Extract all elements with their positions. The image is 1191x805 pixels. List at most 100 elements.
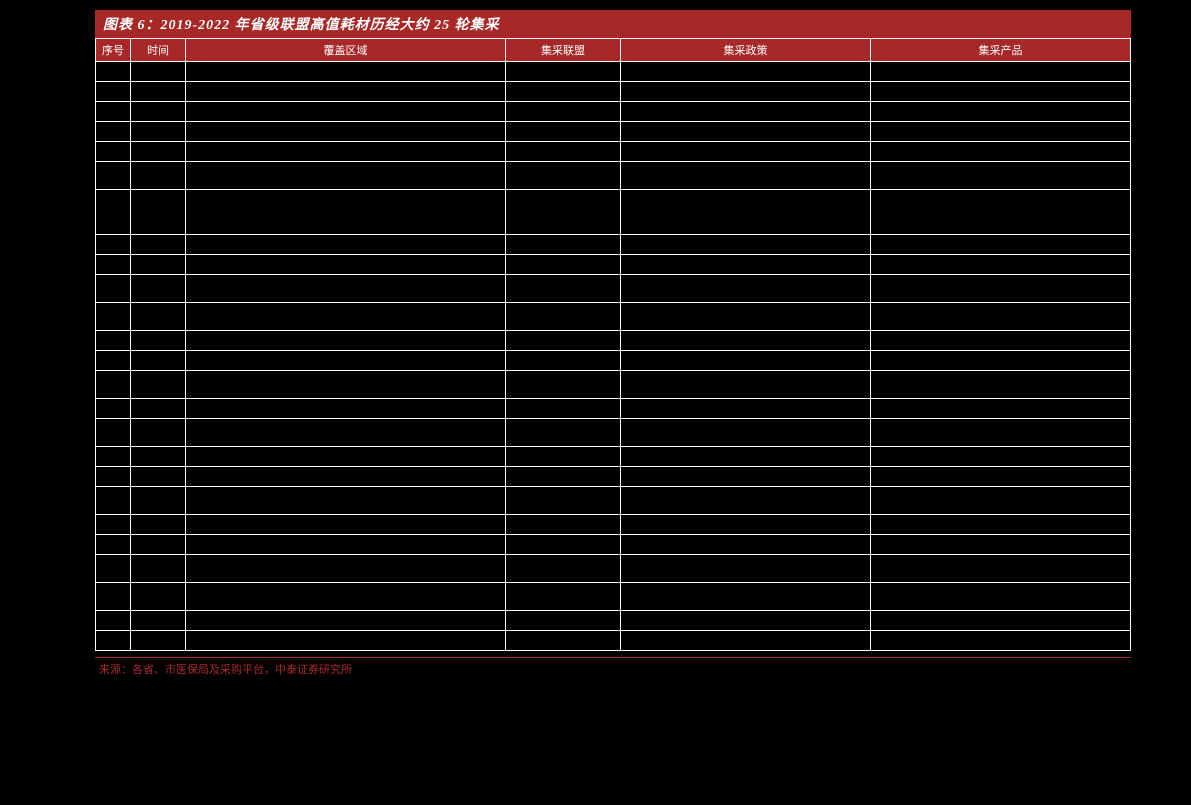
table-cell <box>621 631 871 651</box>
table-cell <box>131 303 186 331</box>
table-cell <box>871 351 1131 371</box>
table-cell <box>131 555 186 583</box>
table-cell <box>506 515 621 535</box>
table-cell <box>871 611 1131 631</box>
table-cell <box>621 102 871 122</box>
table-row <box>96 467 1131 487</box>
table-cell <box>131 122 186 142</box>
table-cell <box>186 515 506 535</box>
table-cell <box>506 467 621 487</box>
table-cell <box>506 303 621 331</box>
table-cell <box>96 447 131 467</box>
table-cell <box>506 447 621 467</box>
header-time: 时间 <box>131 39 186 62</box>
table-cell <box>96 583 131 611</box>
table-cell <box>871 583 1131 611</box>
table-cell <box>506 351 621 371</box>
table-cell <box>186 190 506 235</box>
table-cell <box>96 102 131 122</box>
table-cell <box>131 583 186 611</box>
table-row <box>96 102 1131 122</box>
table-row <box>96 555 1131 583</box>
table-cell <box>871 467 1131 487</box>
table-row <box>96 515 1131 535</box>
table-cell <box>621 255 871 275</box>
table-cell <box>131 631 186 651</box>
table-cell <box>186 331 506 351</box>
table-cell <box>186 419 506 447</box>
table-row <box>96 142 1131 162</box>
table-cell <box>506 162 621 190</box>
table-cell <box>186 235 506 255</box>
table-cell <box>506 371 621 399</box>
table-cell <box>186 631 506 651</box>
table-row <box>96 351 1131 371</box>
table-cell <box>506 142 621 162</box>
table-cell <box>186 351 506 371</box>
table-cell <box>186 583 506 611</box>
table-cell <box>621 331 871 351</box>
table-cell <box>506 102 621 122</box>
table-row <box>96 275 1131 303</box>
table-cell <box>186 371 506 399</box>
table-cell <box>506 399 621 419</box>
table-row <box>96 303 1131 331</box>
table-cell <box>131 467 186 487</box>
table-cell <box>131 190 186 235</box>
table-cell <box>186 82 506 102</box>
table-cell <box>871 190 1131 235</box>
table-cell <box>186 122 506 142</box>
table-cell <box>871 102 1131 122</box>
table-cell <box>186 162 506 190</box>
table-cell <box>871 162 1131 190</box>
table-cell <box>506 62 621 82</box>
table-cell <box>96 467 131 487</box>
table-cell <box>621 487 871 515</box>
table-cell <box>871 419 1131 447</box>
table-cell <box>96 190 131 235</box>
table-cell <box>96 419 131 447</box>
table-cell <box>621 399 871 419</box>
table-row <box>96 535 1131 555</box>
table-cell <box>871 371 1131 399</box>
table-cell <box>96 535 131 555</box>
table-cell <box>621 583 871 611</box>
table-cell <box>96 555 131 583</box>
table-cell <box>871 303 1131 331</box>
table-cell <box>621 371 871 399</box>
table-cell <box>871 275 1131 303</box>
header-alliance: 集采联盟 <box>506 39 621 62</box>
table-cell <box>621 162 871 190</box>
table-cell <box>506 235 621 255</box>
table-cell <box>186 555 506 583</box>
table-cell <box>621 419 871 447</box>
table-cell <box>186 102 506 122</box>
table-cell <box>131 535 186 555</box>
table-row <box>96 611 1131 631</box>
table-cell <box>131 351 186 371</box>
table-cell <box>871 255 1131 275</box>
header-product: 集采产品 <box>871 39 1131 62</box>
table-cell <box>96 62 131 82</box>
table-cell <box>96 275 131 303</box>
chart-title: 图表 6：2019-2022 年省级联盟高值耗材历经大约 25 轮集采 <box>95 10 1131 38</box>
table-cell <box>506 275 621 303</box>
table-cell <box>96 515 131 535</box>
table-cell <box>871 399 1131 419</box>
table-cell <box>871 487 1131 515</box>
table-cell <box>506 331 621 351</box>
table-cell <box>621 303 871 331</box>
table-cell <box>131 255 186 275</box>
table-cell <box>96 122 131 142</box>
table-cell <box>186 142 506 162</box>
table-cell <box>131 62 186 82</box>
table-cell <box>131 82 186 102</box>
table-cell <box>131 515 186 535</box>
table-row <box>96 122 1131 142</box>
table-cell <box>506 611 621 631</box>
table-cell <box>131 419 186 447</box>
table-cell <box>621 351 871 371</box>
table-cell <box>186 62 506 82</box>
table-cell <box>96 235 131 255</box>
table-cell <box>871 447 1131 467</box>
